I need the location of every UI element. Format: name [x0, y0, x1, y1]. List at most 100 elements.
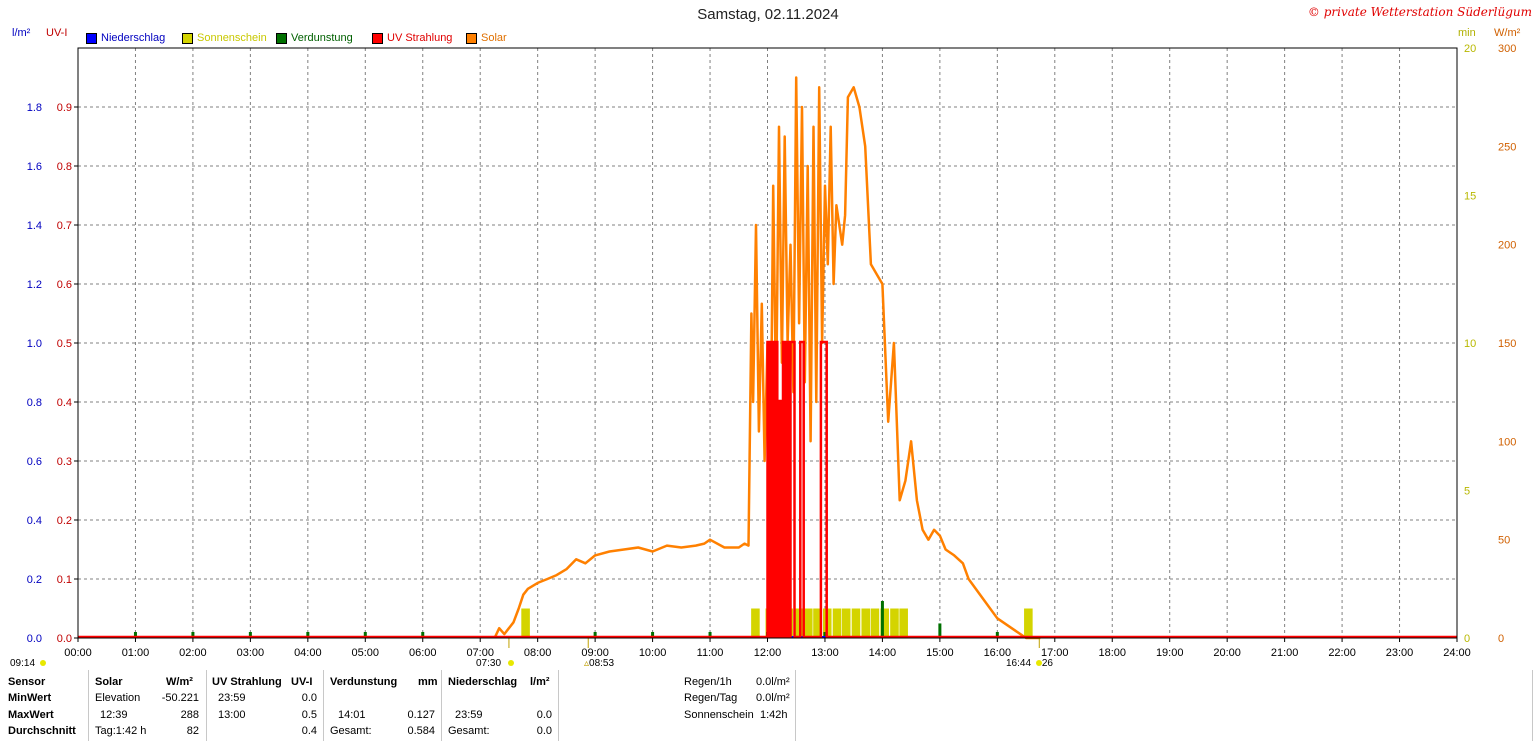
stats-row-label: MinWert	[8, 692, 52, 704]
tick-label-precip: 1.4	[27, 220, 42, 232]
tick-label-time: 11:00	[697, 647, 724, 659]
stats-header-nied: Niederschlag	[448, 676, 518, 688]
stats-cell: 0.0	[536, 709, 552, 721]
axis-label-min: min	[1458, 27, 1476, 39]
evaporation-bars	[133, 601, 999, 638]
stats-header-nied-unit: l/m²	[530, 676, 550, 688]
tick-label-uv: 0.1	[57, 574, 72, 586]
tick-label-time: 20:00	[1213, 647, 1241, 659]
sunshine-bar	[861, 608, 871, 638]
legend-label: Niederschlag	[101, 32, 166, 44]
tick-label-precip: 1.6	[27, 161, 42, 173]
tick-label-wm2: 200	[1498, 240, 1516, 252]
tick-label-precip: 0.4	[27, 515, 42, 527]
sunrise-marker: 07:30	[476, 658, 514, 669]
stats-extra-value: 1:42h	[760, 709, 788, 721]
stats-extra-value: 0.0l/m²	[756, 692, 790, 704]
tick-label-precip: 0.2	[27, 574, 42, 586]
tick-label-time: 18:00	[1098, 647, 1126, 659]
tick-label-uv: 0.5	[57, 338, 72, 350]
tick-label-wm2: 100	[1498, 436, 1516, 448]
legend-label: Solar	[481, 32, 507, 44]
sunshine-bar	[841, 608, 851, 638]
solar-series-line	[493, 76, 1041, 640]
axis-label-precip: l/m²	[12, 27, 31, 39]
tick-label-time: 21:00	[1271, 647, 1299, 659]
stats-cell: 0.5	[301, 709, 317, 721]
sun-icon	[39, 660, 46, 666]
stats-extra-label: Sonnenschein	[684, 709, 754, 721]
divider	[795, 670, 796, 741]
sunshine-bar	[794, 608, 803, 638]
tick-label-time: 23:00	[1386, 647, 1414, 659]
legend-sonnenschein: Sonnenschein	[182, 31, 267, 45]
sun-marker-left: 09:14	[10, 658, 46, 669]
tick-label-time: 12:00	[754, 647, 782, 659]
tick-label-time: 10:00	[639, 647, 667, 659]
tick-label-wm2: 250	[1498, 141, 1516, 153]
sun-marker-left-text: 09:14	[10, 658, 36, 669]
stats-extra-label: Regen/1h	[684, 676, 732, 688]
sunset-extra-text: 26	[1041, 658, 1053, 669]
divider	[1532, 670, 1533, 741]
legend-solar: Solar	[466, 31, 507, 45]
evaporation-bar	[191, 632, 195, 638]
stats-header-verd-unit: mm	[418, 676, 438, 688]
tick-label-min: 10	[1464, 338, 1476, 350]
stats-cell: Gesamt:	[330, 725, 372, 737]
stats-cell: 23:59	[218, 692, 246, 704]
stats-cell: 0.0	[536, 725, 552, 737]
tick-label-min: 20	[1464, 43, 1476, 55]
sunshine-bar	[899, 608, 908, 638]
stats-header-solar: Solar	[95, 676, 123, 688]
stats-header-uv: UV Strahlung	[212, 676, 282, 688]
stats-header-uv-unit: UV-I	[291, 676, 313, 688]
tick-label-time: 05:00	[352, 647, 380, 659]
sunrise-text: 07:30	[476, 658, 502, 669]
tick-label-precip: 0.8	[27, 397, 42, 409]
tick-label-uv: 0.0	[57, 633, 72, 645]
axis-label-wm2: W/m²	[1494, 27, 1521, 39]
tick-label-uv: 0.3	[57, 456, 72, 468]
tick-label-time: 02:00	[179, 647, 207, 659]
tick-label-time: 03:00	[237, 647, 265, 659]
legend-swatch	[276, 32, 287, 44]
tick-label-uv: 0.7	[57, 220, 72, 232]
solar-line	[493, 76, 1041, 640]
tick-label-time: 16:00	[984, 647, 1012, 659]
tick-label-time: 06:00	[409, 647, 437, 659]
stats-row-label: Durchschnitt	[8, 725, 76, 737]
sunshine-bar	[1024, 608, 1033, 638]
sunshine-bar	[851, 608, 861, 638]
tick-label-uv: 0.6	[57, 279, 72, 291]
tick-label-time: 07:00	[466, 647, 494, 659]
tick-label-time: 04:00	[294, 647, 322, 659]
evaporation-bar	[995, 632, 999, 638]
sunshine-bar	[803, 608, 813, 638]
legend-niederschlag: Niederschlag	[86, 31, 165, 45]
stats-extra-value: 0.0l/m²	[756, 676, 790, 688]
tick-label-wm2: 150	[1498, 338, 1516, 350]
legend-label: Verdunstung	[291, 32, 353, 44]
chart-title: Samstag, 02.11.2024	[697, 6, 839, 23]
stats-cell: 288	[180, 709, 199, 721]
stats-extra-label: Regen/Tag	[684, 692, 738, 704]
tick-label-time: 13:00	[811, 647, 839, 659]
evaporation-bar	[248, 632, 252, 638]
axis-labels: 0.0 0.2 0.4 0.6 0.8 1.0 1.2 1.4 1.6 1.8 0.0 0.1 0.2 0…	[27, 43, 1517, 659]
divider	[441, 670, 442, 741]
sunset-text: 16:44	[1006, 658, 1032, 669]
sun-icon: ▵	[584, 658, 590, 669]
sunshine-bar	[751, 608, 760, 638]
stats-header-solar-unit: W/m²	[166, 676, 193, 688]
tick-label-precip: 0.6	[27, 456, 42, 468]
plot-frame	[77, 47, 1458, 639]
sunshine-bar	[880, 608, 889, 638]
stats-cell: -50.221	[161, 692, 199, 704]
evaporation-bar	[363, 632, 367, 638]
sunshine-bar	[890, 608, 899, 638]
evaporation-bar	[133, 632, 137, 638]
evaporation-bar	[651, 632, 655, 638]
evaporation-bar	[306, 632, 310, 638]
